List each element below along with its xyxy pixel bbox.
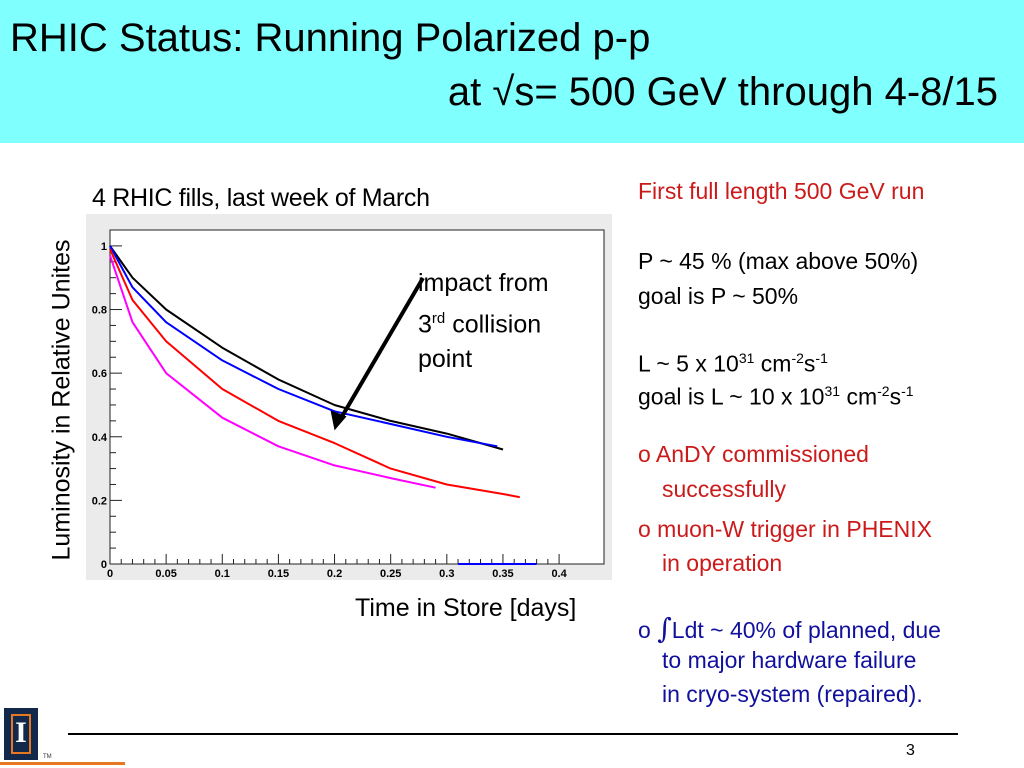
plot-frame (109, 229, 605, 565)
y-tick-label: 0.6 (92, 368, 107, 380)
series-line-black-0 (109, 245, 504, 451)
polarization-goal: goal is P ~ 50% (638, 283, 799, 309)
muon-bullet-cont: in operation (662, 550, 783, 576)
annotation-arrow (336, 276, 425, 424)
x-tick-label: 0.3 (439, 568, 454, 580)
integral-bullet: o ∫Ldt ~ 40% of planned, due (638, 612, 941, 645)
footer-divider (68, 733, 958, 735)
x-tick-label: 0.25 (380, 568, 401, 580)
integral-bullet-cont1: to major hardware failure (662, 647, 917, 673)
integral-symbol: ∫ (657, 612, 672, 645)
muon-bullet: o muon-W trigger in PHENIX (638, 516, 932, 542)
slide-title-line1: RHIC Status: Running Polarized p-p (10, 16, 651, 60)
y-axis-label: Luminosity in Relative Unites (47, 239, 76, 561)
annotation-line1: impact from (418, 269, 549, 297)
x-tick-label: 0.4 (551, 568, 567, 580)
y-tick-label: 1 (101, 241, 107, 253)
trademark-mark: TM (43, 754, 52, 760)
luminosity-goal: goal is L ~ 10 x 1031 cm-2s-1 (638, 383, 914, 410)
polarization-note: P ~ 45 % (max above 50%) (638, 248, 919, 274)
y-tick-label: 0.2 (92, 495, 107, 507)
run-note: First full length 500 GeV run (638, 178, 925, 204)
y-tick-label: 0.8 (92, 305, 107, 317)
luminosity-plot: 0 0.05 0.1 0.15 0.2 0.25 0.3 0.35 0.4 0 0.2 0.4 0.6 0… (86, 214, 612, 580)
x-tick-label: 0.05 (155, 568, 176, 580)
integral-bullet-cont2: in cryo-system (repaired). (662, 681, 923, 707)
x-tick-label: 0 (107, 568, 113, 580)
footer-accent-line (0, 762, 125, 765)
y-tick-label: 0.4 (92, 432, 108, 444)
university-logo: I (4, 708, 38, 760)
slide-title-line2: at √s= 500 GeV through 4-8/15 (447, 70, 998, 114)
andy-bullet: o AnDY commissioned (638, 441, 869, 467)
series-line-magenta-3 (109, 255, 436, 489)
annotation-arrowhead (330, 410, 347, 431)
page-number: 3 (906, 742, 915, 759)
x-tick-label: 0.35 (492, 568, 513, 580)
x-tick-label: 0.1 (215, 568, 230, 580)
series-line-red-2 (109, 248, 520, 499)
title-bar: RHIC Status: Running Polarized p-p at √s… (0, 0, 1024, 143)
annotation-line2: 3rd collision (418, 310, 542, 339)
andy-bullet-cont: successfully (662, 476, 786, 502)
x-axis-label: Time in Store [days] (355, 594, 577, 622)
chart-title: 4 RHIC fills, last week of March (92, 184, 430, 212)
x-tick-label: 0.2 (327, 568, 342, 580)
y-tick-label: 0 (101, 559, 107, 571)
series-line-blue-1 (109, 245, 498, 448)
collision-annotation: impact from 3rd collision point (418, 266, 549, 377)
annotation-line3: point (418, 345, 473, 374)
luminosity-note: L ~ 5 x 1031 cm-2s-1 (638, 350, 828, 377)
x-tick-label: 0.15 (268, 568, 289, 580)
